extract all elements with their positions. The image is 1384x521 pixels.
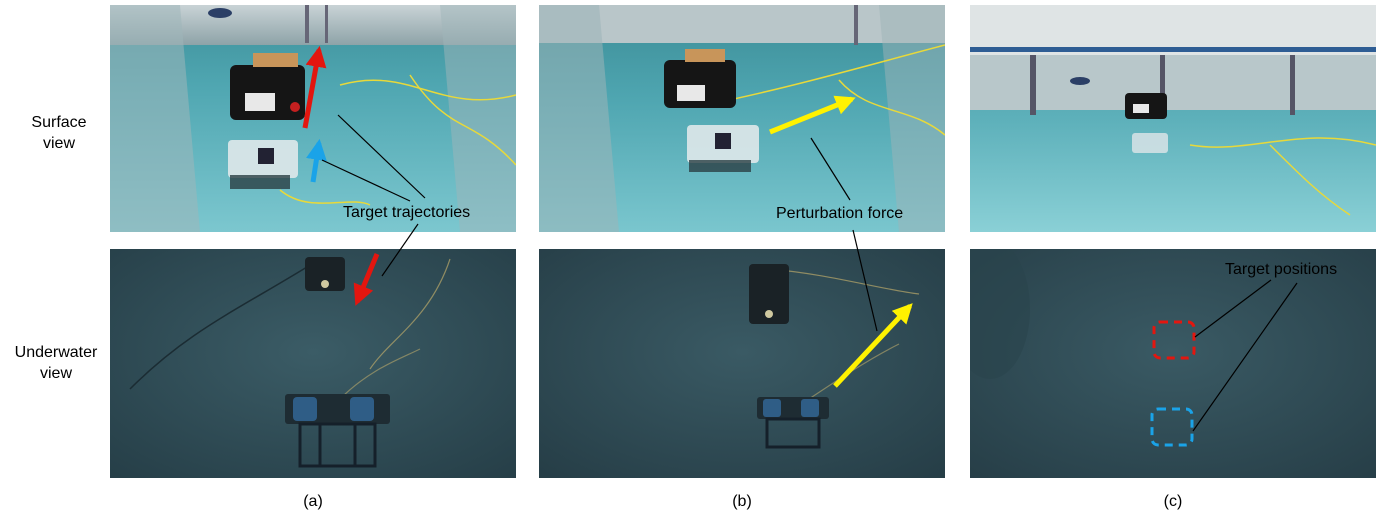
photo-b-underwater — [539, 249, 945, 478]
caption-a: (a) — [303, 493, 323, 510]
row-label-surface: Surface view — [14, 112, 104, 154]
perturbation-force-label: Perturbation force — [776, 205, 904, 222]
photo-c-surface — [970, 5, 1376, 232]
photo-c-underwater — [970, 249, 1376, 478]
row-label-surface-line2: view — [42, 135, 75, 152]
photo-a-underwater — [110, 249, 516, 478]
photo-b-surface — [539, 5, 945, 232]
target-trajectories-label: Target trajectories — [343, 204, 471, 221]
row-label-underwater: Underwater view — [2, 342, 110, 384]
caption-c: (c) — [1163, 493, 1183, 510]
caption-b: (b) — [732, 493, 752, 510]
photo-a-surface — [110, 5, 516, 232]
row-label-underwater-line1: Underwater — [14, 344, 98, 361]
row-label-underwater-line2: view — [39, 365, 72, 382]
target-positions-label: Target positions — [1225, 261, 1338, 278]
row-label-surface-line1: Surface — [31, 114, 87, 131]
